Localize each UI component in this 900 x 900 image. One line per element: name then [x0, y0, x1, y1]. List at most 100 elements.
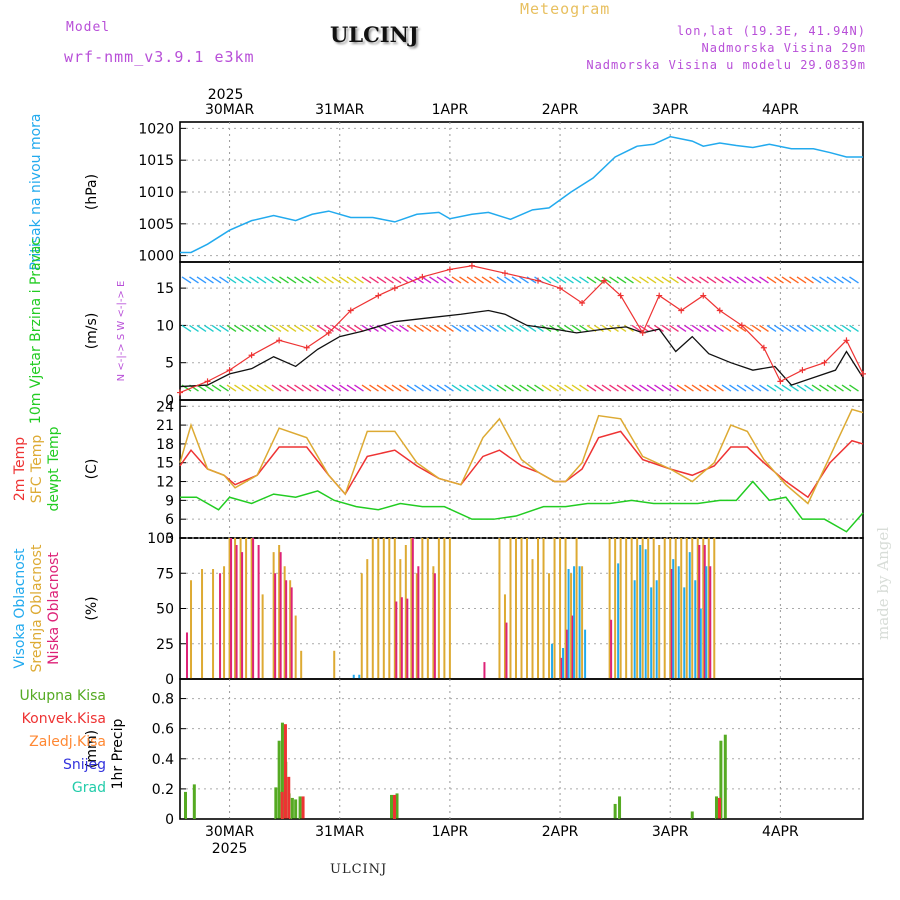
- gust-point-26: [777, 378, 784, 385]
- wind-barb-0-53: [579, 276, 589, 284]
- unit-label-wind: (m/s): [84, 313, 100, 350]
- ytick-label-wind-3: 15: [156, 281, 174, 297]
- wind-barb-2-37: [459, 384, 469, 392]
- x-tick-top-2: 1APR: [432, 102, 469, 118]
- wind-barb-2-77: [759, 384, 769, 392]
- wind-barb-0-8: [241, 276, 252, 284]
- ytick-label-temp-3: 12: [156, 475, 174, 491]
- wind-barb-0-74: [736, 276, 747, 284]
- wind-barb-0-50: [556, 276, 567, 284]
- wind-barb-0-71: [714, 276, 724, 284]
- wind-barb-1-65: [669, 324, 679, 332]
- wind-barb-2-85: [819, 384, 829, 392]
- wind-barb-0-55: [594, 276, 604, 284]
- wind-barb-2-13: [279, 384, 289, 392]
- wind-barb-1-39: [474, 324, 484, 332]
- ytick-label-cloud-0: 0: [165, 672, 174, 688]
- wind-barb-0-9: [249, 276, 259, 284]
- wind-barb-0-80: [781, 276, 792, 284]
- panel-ylabel-cloud-0: Visoka Oblacnost: [12, 548, 28, 669]
- gust-point-8: [375, 292, 382, 299]
- gust-point-15: [557, 285, 564, 292]
- wind-barb-0-56: [601, 276, 612, 284]
- wind-barb-1-24: [361, 324, 372, 332]
- ytick-label-precip-0: 0: [165, 812, 174, 828]
- ytick-label-temp-5: 18: [156, 437, 174, 453]
- gust-point-22: [700, 292, 707, 299]
- panel-ylabel-temp-1: SFC Temp: [29, 435, 45, 504]
- wind-barb-1-58: [616, 324, 627, 332]
- precip-bar-0-13: [618, 796, 622, 819]
- wind-barb-1-16: [301, 324, 312, 332]
- precip-bar-0-9: [298, 796, 302, 819]
- wind-barb-1-72: [721, 324, 732, 332]
- wind-barb-2-16: [301, 384, 312, 392]
- gust-point-27: [799, 367, 806, 374]
- wind-barb-2-86: [826, 384, 837, 392]
- panel-ylabel-precip: 1hr Precip: [110, 719, 126, 790]
- wind-barb-1-82: [796, 324, 807, 332]
- lonlat-text: lon,lat (19.3E, 41.94N): [676, 24, 866, 38]
- wind-barb-1-2: [196, 324, 207, 332]
- wind-barb-0-87: [834, 276, 844, 284]
- wind-barb-0-70: [706, 276, 717, 284]
- model-label: Model: [66, 20, 111, 35]
- wind-barb-1-70: [706, 324, 717, 332]
- wind-barb-0-14: [286, 276, 297, 284]
- wind-barb-0-68: [691, 276, 702, 284]
- wind-barb-0-85: [819, 276, 829, 284]
- ytick-label-precip-3: 0.6: [152, 722, 174, 738]
- wind-barb-0-15: [294, 276, 304, 284]
- wind-barb-1-5: [219, 324, 229, 332]
- wind-barb-0-84: [811, 276, 822, 284]
- station-bottom-label: ULCINJ: [330, 862, 388, 877]
- wind-barb-2-17: [309, 384, 319, 392]
- wind-barb-1-63: [654, 324, 664, 332]
- ytick-label-temp-0: 3: [165, 531, 174, 547]
- wind-barb-2-19: [324, 384, 334, 392]
- wind-barb-2-4: [211, 384, 222, 392]
- wind-barb-0-4: [211, 276, 222, 284]
- ytick-label-temp-4: 15: [156, 456, 174, 472]
- x-tick-top-3: 2APR: [542, 102, 579, 118]
- wind-barb-1-19: [324, 324, 334, 332]
- wind-barb-1-55: [594, 324, 604, 332]
- wind-barb-2-51: [564, 384, 574, 392]
- wind-barb-0-29: [399, 276, 409, 284]
- wind-barb-2-79: [774, 384, 784, 392]
- wind-barb-0-11: [264, 276, 274, 284]
- precip-legend-2: Zaledj.Kisa: [29, 734, 106, 750]
- wind-barb-0-54: [586, 276, 597, 284]
- ytick-label-wind-2: 10: [156, 318, 174, 334]
- wind-barb-2-18: [316, 384, 327, 392]
- panel-ylabel-temp-0: 2m Temp: [12, 437, 28, 501]
- wind-barb-0-28: [391, 276, 402, 284]
- panel-ylabel-temp-2: dewpt Temp: [46, 426, 62, 511]
- ytick-label-precip-1: 0.2: [152, 782, 174, 798]
- wind-barb-1-14: [286, 324, 297, 332]
- station-title: ULCINJ: [330, 22, 419, 47]
- wind-barb-1-28: [391, 324, 402, 332]
- wind-barb-0-83: [804, 276, 814, 284]
- wind-barb-2-33: [429, 384, 439, 392]
- wind-barb-0-79: [774, 276, 784, 284]
- wind-barb-2-81: [789, 384, 799, 392]
- series-line-temp-0: [179, 430, 864, 499]
- ytick-label-precip-4: 0.8: [152, 692, 174, 708]
- wind-barb-2-69: [699, 384, 709, 392]
- gust-point-13: [501, 270, 508, 277]
- wind-barb-2-14: [286, 384, 297, 392]
- wind-barb-2-49: [549, 384, 559, 392]
- wind-barb-1-46: [526, 324, 537, 332]
- wind-barb-2-73: [729, 384, 739, 392]
- x-tick-bottom-5: 4APR: [762, 824, 799, 840]
- gust-point-21: [678, 307, 685, 314]
- wind-barb-0-77: [759, 276, 769, 284]
- wind-barb-2-50: [556, 384, 567, 392]
- wind-barb-0-66: [676, 276, 687, 284]
- wind-barb-2-60: [631, 384, 642, 392]
- model-value: wrf-nmm_v3.9.1 e3km: [64, 48, 255, 66]
- wind-barb-2-70: [706, 384, 717, 392]
- wind-barb-2-28: [391, 384, 402, 392]
